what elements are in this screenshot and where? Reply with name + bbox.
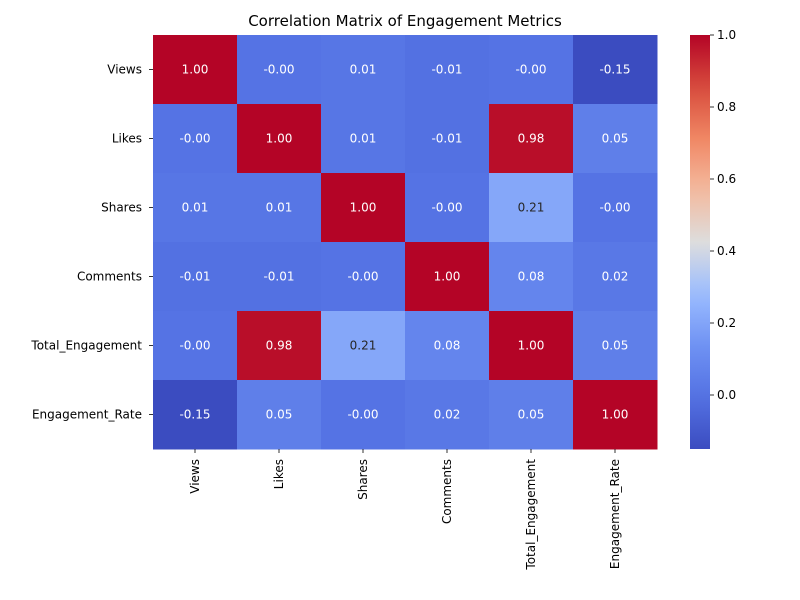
cell-value-label: -0.01: [431, 63, 462, 77]
cell-value-label: -0.00: [347, 408, 378, 422]
cell-value-label: 0.98: [266, 339, 293, 353]
heatmap-cell: [153, 380, 238, 450]
cell-value-label: 0.08: [434, 339, 461, 353]
cell-value-label: 0.01: [266, 201, 293, 215]
cell-value-label: -0.15: [179, 408, 210, 422]
colorbar: 0.0 0.2 0.4 0.6 0.8 1.0: [690, 28, 736, 449]
cell-value-label: 0.05: [266, 408, 293, 422]
cell-value-label: 0.08: [518, 270, 545, 284]
heatmap-cell: [573, 380, 658, 450]
colorbar-tick-label: 1.0: [717, 28, 736, 42]
cell-value-label: -0.00: [431, 201, 462, 215]
cell-value-label: -0.01: [431, 132, 462, 146]
heatmap-cell: [153, 173, 238, 243]
heatmap-cell: [405, 242, 490, 312]
cell-value-label: -0.00: [179, 339, 210, 353]
column-tick-label: Likes: [272, 459, 286, 489]
row-tick-label: Likes: [112, 132, 142, 146]
heatmap-cell: [489, 242, 574, 312]
cell-value-label: 0.98: [518, 132, 545, 146]
column-tick-label: Engagement_Rate: [608, 459, 622, 569]
column-tick-labels: Views Likes Shares Comments Total_Engagement…: [188, 449, 622, 571]
column-tick-label: Views: [188, 459, 202, 494]
heatmap-cell: [321, 104, 406, 174]
heatmap-cell: [489, 35, 574, 105]
cell-value-label: 0.21: [518, 201, 545, 215]
cell-value-label: -0.01: [179, 270, 210, 284]
heatmap-cell: [237, 104, 322, 174]
row-tick-label: Engagement_Rate: [32, 408, 142, 422]
row-tick-label: Shares: [101, 201, 142, 215]
heatmap-cell: [321, 173, 406, 243]
colorbar-tick-label: 0.2: [717, 316, 736, 330]
row-tick-label: Views: [107, 63, 142, 77]
heatmap-cells: 1.00 -0.00 0.01 -0.01 -0.00 -0.15 -0.00 1.00 0.0…: [153, 35, 658, 450]
column-tick-label: Comments: [440, 459, 454, 524]
heatmap-cell: [405, 173, 490, 243]
column-tick-label: Shares: [356, 459, 370, 500]
heatmap-cell: [321, 311, 406, 381]
heatmap-cell: [489, 104, 574, 174]
cell-value-label: 0.01: [182, 201, 209, 215]
cell-value-label: -0.15: [599, 63, 630, 77]
cell-value-label: -0.00: [347, 270, 378, 284]
cell-value-label: 1.00: [518, 339, 545, 353]
heatmap-cell: [153, 35, 238, 105]
row-tick-label: Comments: [77, 270, 142, 284]
cell-value-label: -0.00: [179, 132, 210, 146]
cell-value-label: 1.00: [182, 63, 209, 77]
cell-value-label: 1.00: [266, 132, 293, 146]
heatmap-cell: [489, 380, 574, 450]
heatmap-cell: [405, 35, 490, 105]
chart-title: Correlation Matrix of Engagement Metrics: [248, 12, 562, 30]
cell-value-label: 0.05: [518, 408, 545, 422]
cell-value-label: -0.00: [599, 201, 630, 215]
heatmap-cell: [573, 173, 658, 243]
heatmap-cell: [573, 242, 658, 312]
heatmap-cell: [237, 35, 322, 105]
heatmap-cell: [489, 173, 574, 243]
colorbar-tick-label: 0.6: [717, 172, 736, 186]
cell-value-label: 0.02: [602, 270, 629, 284]
heatmap-cell: [237, 242, 322, 312]
heatmap-cell: [405, 380, 490, 450]
row-tick-labels: Views Likes Shares Comments Total_Engagement…: [30, 63, 153, 422]
cell-value-label: -0.01: [263, 270, 294, 284]
column-tick-label: Total_Engagement: [524, 459, 538, 571]
heatmap-cell: [573, 311, 658, 381]
heatmap-cell: [153, 242, 238, 312]
cell-value-label: -0.00: [515, 63, 546, 77]
heatmap-cell: [321, 242, 406, 312]
heatmap-cell: [321, 35, 406, 105]
heatmap-cell: [153, 311, 238, 381]
cell-value-label: 0.01: [350, 132, 377, 146]
heatmap-cell: [405, 311, 490, 381]
heatmap-cell: [237, 173, 322, 243]
cell-value-label: 1.00: [350, 201, 377, 215]
cell-value-label: 0.05: [602, 132, 629, 146]
heatmap-cell: [237, 380, 322, 450]
heatmap-cell: [573, 104, 658, 174]
colorbar-tick-label: 0.0: [717, 388, 736, 402]
colorbar-tick-label: 0.4: [717, 244, 736, 258]
heatmap-cell: [237, 311, 322, 381]
heatmap-cell: [153, 104, 238, 174]
cell-value-label: -0.00: [263, 63, 294, 77]
colorbar-tick-label: 0.8: [717, 100, 736, 114]
cell-value-label: 0.01: [350, 63, 377, 77]
cell-value-label: 0.05: [602, 339, 629, 353]
cell-value-label: 0.21: [350, 339, 377, 353]
colorbar-gradient: [690, 35, 710, 449]
cell-value-label: 1.00: [434, 270, 461, 284]
heatmap-cell: [489, 311, 574, 381]
heatmap-cell: [573, 35, 658, 105]
cell-value-label: 1.00: [602, 408, 629, 422]
row-tick-label: Total_Engagement: [30, 339, 142, 353]
heatmap-cell: [321, 380, 406, 450]
cell-value-label: 0.02: [434, 408, 461, 422]
heatmap-cell: [405, 104, 490, 174]
